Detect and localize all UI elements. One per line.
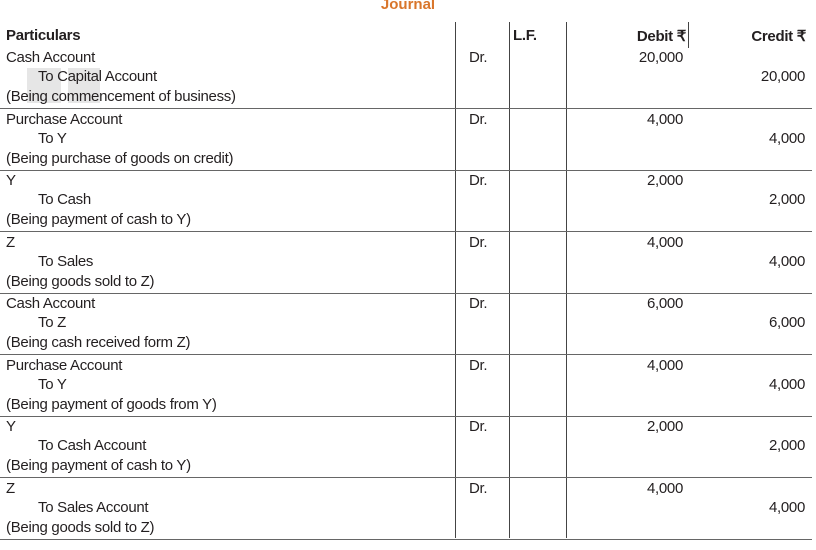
column-divider <box>566 22 567 538</box>
dr-marker: Dr. <box>469 233 488 251</box>
header-credit: Credit ₹ <box>751 28 806 45</box>
debit-account: Purchase Account <box>6 356 123 374</box>
debit-account: Y <box>6 172 16 189</box>
header-lf: L.F. <box>513 27 537 44</box>
column-divider <box>455 22 456 538</box>
credit-account: To Cash <box>38 191 91 208</box>
credit-amount: 4,000 <box>768 375 805 393</box>
column-divider <box>688 22 689 48</box>
column-divider <box>509 22 510 538</box>
credit-amount: 2,000 <box>768 191 805 208</box>
highlight <box>27 68 61 103</box>
debit-account: Cash Account <box>6 49 95 66</box>
debit-amount: 4,000 <box>646 479 683 497</box>
credit-amount: 4,000 <box>768 498 805 516</box>
journal-title: Journal <box>380 0 436 13</box>
credit-amount: 20,000 <box>760 68 805 85</box>
journal-entry: Purchase Account Dr. 4,000 To Y 4,000 (B… <box>0 109 812 171</box>
credit-amount: 6,000 <box>768 314 805 331</box>
dr-marker: Dr. <box>469 479 488 497</box>
debit-account: Purchase Account <box>6 110 123 128</box>
header-debit: Debit ₹ <box>636 28 686 45</box>
narration: (Being payment of cash to Y) <box>6 457 191 474</box>
credit-account: To Sales <box>38 252 94 270</box>
credit-account: To Z <box>38 314 66 331</box>
debit-account: Z <box>6 479 15 497</box>
credit-account: To Cash Account <box>38 437 147 454</box>
dr-marker: Dr. <box>469 49 488 66</box>
journal-entry: Z Dr. 4,000 To Sales Account 4,000 (Bein… <box>0 478 812 540</box>
narration: (Being goods sold to Z) <box>6 272 155 290</box>
credit-amount: 4,000 <box>768 129 805 147</box>
debit-account: Cash Account <box>6 295 95 312</box>
dr-marker: Dr. <box>469 356 488 374</box>
header-particulars: Particulars <box>6 27 81 44</box>
narration: (Being goods sold to Z) <box>6 518 155 536</box>
debit-amount: 4,000 <box>646 110 683 128</box>
credit-account: To Y <box>38 129 67 147</box>
dr-marker: Dr. <box>469 172 488 189</box>
journal-entry: Z Dr. 4,000 To Sales 4,000 (Being goods … <box>0 232 812 294</box>
journal-entry: Y Dr. 2,000 To Cash 2,000 (Being payment… <box>0 170 812 232</box>
debit-amount: 20,000 <box>638 49 683 66</box>
journal-entry: Y Dr. 2,000 To Cash Account 2,000 (Being… <box>0 416 812 478</box>
credit-account: To Capital Account <box>38 68 157 85</box>
credit-amount: 2,000 <box>768 437 805 454</box>
journal-entry: Cash Account Dr. 20,000 To Capital Accou… <box>0 47 812 109</box>
debit-amount: 4,000 <box>646 233 683 251</box>
narration: (Being payment of cash to Y) <box>6 211 191 228</box>
narration: (Being payment of goods from Y) <box>6 395 217 413</box>
debit-amount: 4,000 <box>646 356 683 374</box>
journal-entry: Cash Account Dr. 6,000 To Z 6,000 (Being… <box>0 293 812 355</box>
credit-amount: 4,000 <box>768 252 805 270</box>
debit-account: Z <box>6 233 15 251</box>
dr-marker: Dr. <box>469 110 488 128</box>
journal-entry: Purchase Account Dr. 4,000 To Y 4,000 (B… <box>0 355 812 417</box>
highlight <box>68 68 100 103</box>
dr-marker: Dr. <box>469 418 488 435</box>
narration: (Being purchase of goods on credit) <box>6 149 234 167</box>
credit-account: To Sales Account <box>38 498 149 516</box>
debit-amount: 6,000 <box>646 295 683 312</box>
dr-marker: Dr. <box>469 295 488 312</box>
debit-amount: 2,000 <box>646 418 683 435</box>
narration: (Being cash received form Z) <box>6 334 191 351</box>
debit-amount: 2,000 <box>646 172 683 189</box>
credit-account: To Y <box>38 375 67 393</box>
debit-account: Y <box>6 418 16 435</box>
narration: (Being commencement of business) <box>6 88 236 105</box>
